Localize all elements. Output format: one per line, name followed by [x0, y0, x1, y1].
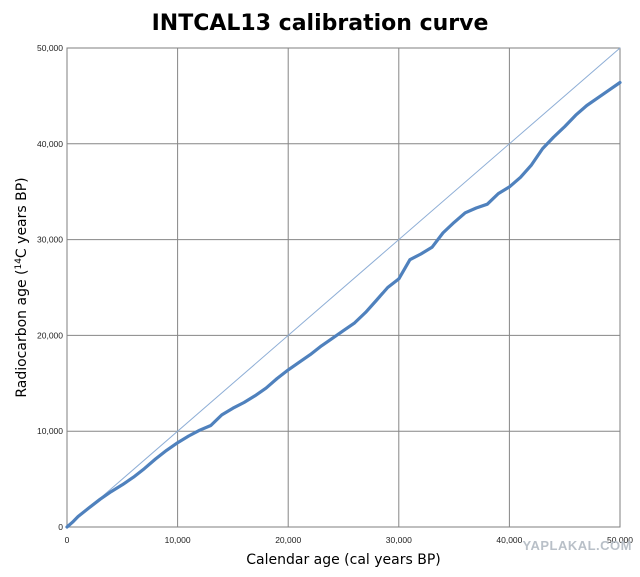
y-tick-label: 30,000: [37, 235, 63, 245]
y-axis-title-suffix: C years BP): [14, 177, 30, 258]
y-tick-label: 50,000: [37, 43, 63, 53]
x-tick-label: 10,000: [165, 535, 191, 545]
tick-labels: 0 10,000 20,000 30,000 40,000 50,000 0 10,000 20…: [37, 43, 633, 545]
x-tick-label: 20,000: [275, 535, 301, 545]
y-axis-title-prefix: Radiocarbon age (: [14, 270, 30, 398]
y-tick-label: 40,000: [37, 139, 63, 149]
x-tick-label: 30,000: [386, 535, 412, 545]
y-tick-label: 0: [58, 522, 63, 532]
y-axis-title: Radiocarbon age (14C years BP): [14, 177, 30, 397]
y-tick-label: 20,000: [37, 330, 63, 340]
y-axis-title-superscript: 14: [14, 258, 24, 270]
reference-line: [66, 47, 621, 528]
x-tick-label: 50,000: [607, 535, 633, 545]
chart-title: INTCAL13 calibration curve: [152, 11, 489, 36]
grid-lines: [67, 48, 620, 527]
watermark: YAPLAKAL.COM: [522, 538, 632, 553]
y-tick-label: 10,000: [37, 426, 63, 436]
x-tick-label: 0: [65, 535, 70, 545]
series-lines: [65, 47, 622, 529]
x-axis-title: Calendar age (cal years BP): [246, 552, 441, 568]
calibration-curve-line: [65, 80, 622, 529]
x-tick-label: 40,000: [496, 535, 522, 545]
